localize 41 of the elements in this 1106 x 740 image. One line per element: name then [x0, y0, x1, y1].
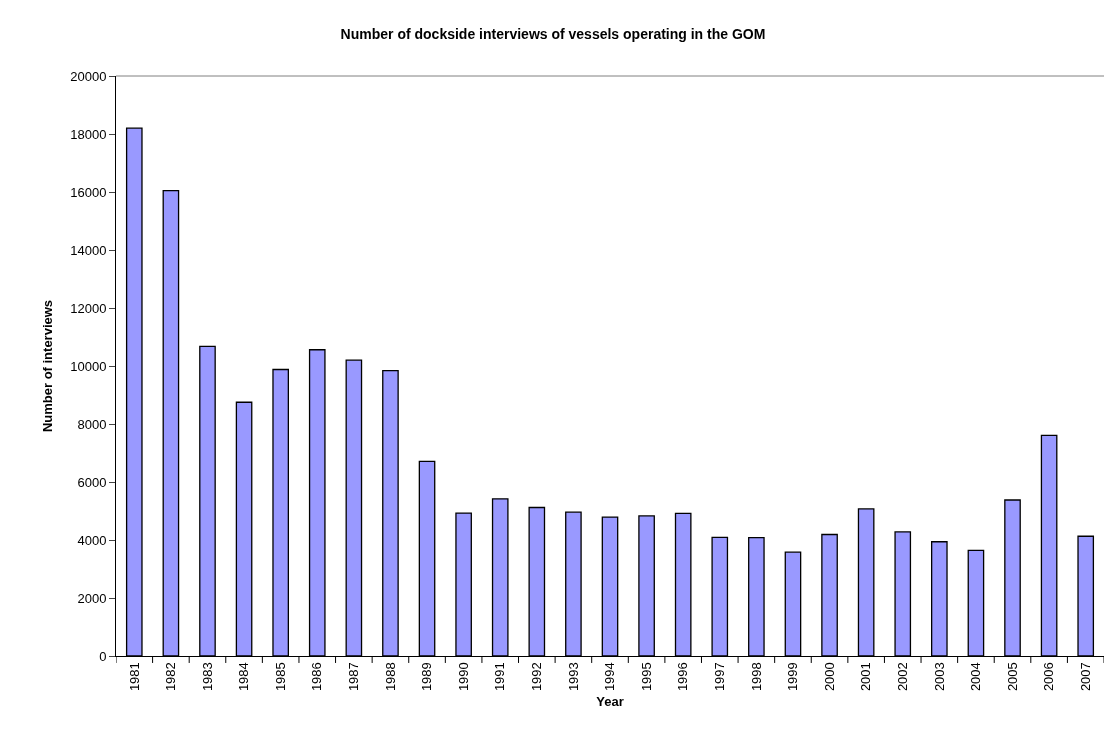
x-tick-label: 2006 [1041, 662, 1057, 692]
x-tick-label: 1995 [638, 662, 654, 692]
x-tick-label: 1996 [675, 662, 691, 692]
x-tick-label: 1988 [382, 662, 398, 692]
y-tick-label: 0 [99, 648, 107, 664]
x-tick-label: 2000 [821, 662, 837, 692]
x-tick-label: 1991 [492, 662, 508, 692]
y-tick-label: 2000 [77, 590, 107, 606]
x-axis-title: Year [596, 693, 624, 709]
x-tick-label: 1997 [712, 662, 728, 692]
x-tick-label: 1983 [199, 662, 215, 692]
y-tick-label: 4000 [77, 532, 107, 548]
x-tick-label: 2004 [968, 662, 984, 692]
y-tick-label: 12000 [70, 300, 107, 316]
y-tick-label: 6000 [77, 474, 107, 490]
y-tick-label: 20000 [70, 68, 107, 84]
y-tick-label: 8000 [77, 416, 107, 432]
x-tick-label: 2003 [931, 662, 947, 692]
x-tick-label: 2002 [894, 662, 910, 692]
x-tick-label: 1984 [236, 662, 252, 692]
x-tick-label: 1981 [126, 662, 142, 692]
y-tick-label: 10000 [70, 358, 107, 374]
x-tick-label: 1994 [602, 662, 618, 692]
y-axis-title: Number of interviews [40, 299, 56, 433]
x-tick-label: 1999 [785, 662, 801, 692]
x-tick-label: 2007 [1077, 662, 1093, 692]
y-tick-label: 18000 [70, 126, 107, 142]
x-tick-label: 1987 [346, 662, 362, 692]
x-tick-label: 2005 [1004, 662, 1020, 692]
y-tick-label: 14000 [70, 242, 107, 258]
x-tick-label: 1998 [748, 662, 764, 692]
x-tick-label: 1993 [565, 662, 581, 692]
x-tick-label: 1986 [309, 662, 325, 692]
y-tick-label: 16000 [70, 184, 107, 200]
chart-title: Number of dockside interviews of vessels operating in the GOM [340, 26, 766, 43]
x-tick-label: 1982 [163, 662, 179, 692]
x-tick-label: 2001 [858, 662, 874, 692]
x-tick-label: 1985 [272, 662, 288, 692]
x-tick-label: 1989 [419, 662, 435, 692]
x-tick-label: 1992 [529, 662, 545, 692]
x-tick-label: 1990 [455, 662, 471, 692]
